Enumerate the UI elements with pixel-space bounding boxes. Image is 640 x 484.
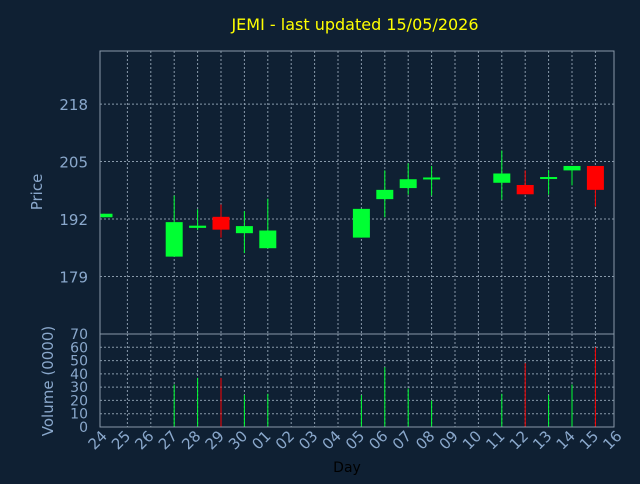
x-tick-label: 26 bbox=[131, 427, 157, 453]
candle-body bbox=[423, 177, 441, 180]
price-y-tick-label: 179 bbox=[59, 269, 88, 287]
x-tick-label: 13 bbox=[529, 427, 555, 453]
candle-body bbox=[165, 222, 183, 257]
x-axis-label: Day bbox=[333, 460, 361, 476]
price-y-tick-label: 192 bbox=[59, 211, 88, 229]
volume-y-tick-label: 50 bbox=[70, 354, 88, 370]
x-tick-label: 10 bbox=[459, 427, 485, 453]
x-tick-label: 08 bbox=[412, 427, 438, 453]
candle-body bbox=[189, 225, 207, 228]
volume-y-tick-label: 70 bbox=[70, 327, 88, 343]
x-tick-label: 15 bbox=[576, 427, 602, 453]
candles bbox=[100, 150, 604, 257]
x-tick-label: 12 bbox=[506, 427, 532, 453]
candle-body bbox=[516, 184, 534, 195]
candle-body bbox=[493, 173, 511, 183]
candle-body bbox=[352, 208, 370, 238]
x-tick-label: 02 bbox=[272, 427, 298, 453]
chart-title: JEMI - last updated 15/05/2026 bbox=[230, 15, 478, 34]
price-grid bbox=[100, 51, 614, 334]
x-tick-label: 04 bbox=[319, 427, 345, 453]
x-tick-label: 01 bbox=[248, 427, 274, 453]
candle-body bbox=[399, 179, 417, 189]
volume-y-tick-label: 10 bbox=[70, 407, 88, 423]
x-tick-label: 11 bbox=[482, 427, 508, 453]
volume-panel-frame bbox=[99, 333, 615, 428]
price-y-tick-label: 218 bbox=[59, 96, 88, 114]
volume-grid bbox=[100, 334, 614, 427]
x-tick-labels: 2425262728293001020304050607080910111213… bbox=[85, 427, 626, 453]
candle-body bbox=[259, 230, 277, 249]
x-tick-label: 09 bbox=[436, 427, 462, 453]
candle-body bbox=[235, 226, 253, 234]
volume-y-tick-label: 30 bbox=[70, 380, 88, 396]
x-tick-label: 07 bbox=[389, 427, 415, 453]
volume-y-tick-label: 60 bbox=[70, 340, 88, 356]
price-panel-frame bbox=[99, 50, 615, 335]
price-y-tick-labels: 179 192 205 218 bbox=[59, 96, 88, 286]
volume-bars bbox=[173, 347, 596, 427]
candle-body bbox=[540, 177, 558, 180]
volume-y-tick-label: 40 bbox=[70, 367, 88, 383]
x-tick-label: 29 bbox=[202, 427, 228, 453]
price-y-tick-label: 205 bbox=[59, 154, 88, 172]
x-tick-label: 25 bbox=[108, 427, 134, 453]
candle-body bbox=[563, 165, 581, 171]
price-axis-label: Price bbox=[28, 174, 46, 211]
x-tick-label: 14 bbox=[553, 427, 579, 453]
candle-body bbox=[376, 189, 394, 200]
x-tick-label: 06 bbox=[365, 427, 391, 453]
volume-y-tick-label: 0 bbox=[79, 420, 88, 436]
candle-body bbox=[100, 213, 113, 218]
x-tick-label: 24 bbox=[85, 427, 111, 453]
x-tick-label: 05 bbox=[342, 427, 368, 453]
x-tick-label: 03 bbox=[295, 427, 321, 453]
x-tick-label: 28 bbox=[178, 427, 204, 453]
candle-body bbox=[586, 165, 604, 190]
x-tick-label: 30 bbox=[225, 427, 251, 453]
x-tick-label: 16 bbox=[599, 427, 625, 453]
volume-axis-label: Volume (0000) bbox=[39, 326, 57, 436]
volume-y-tick-label: 20 bbox=[70, 393, 88, 409]
candle-body bbox=[212, 216, 230, 230]
x-tick-label: 27 bbox=[155, 427, 181, 453]
